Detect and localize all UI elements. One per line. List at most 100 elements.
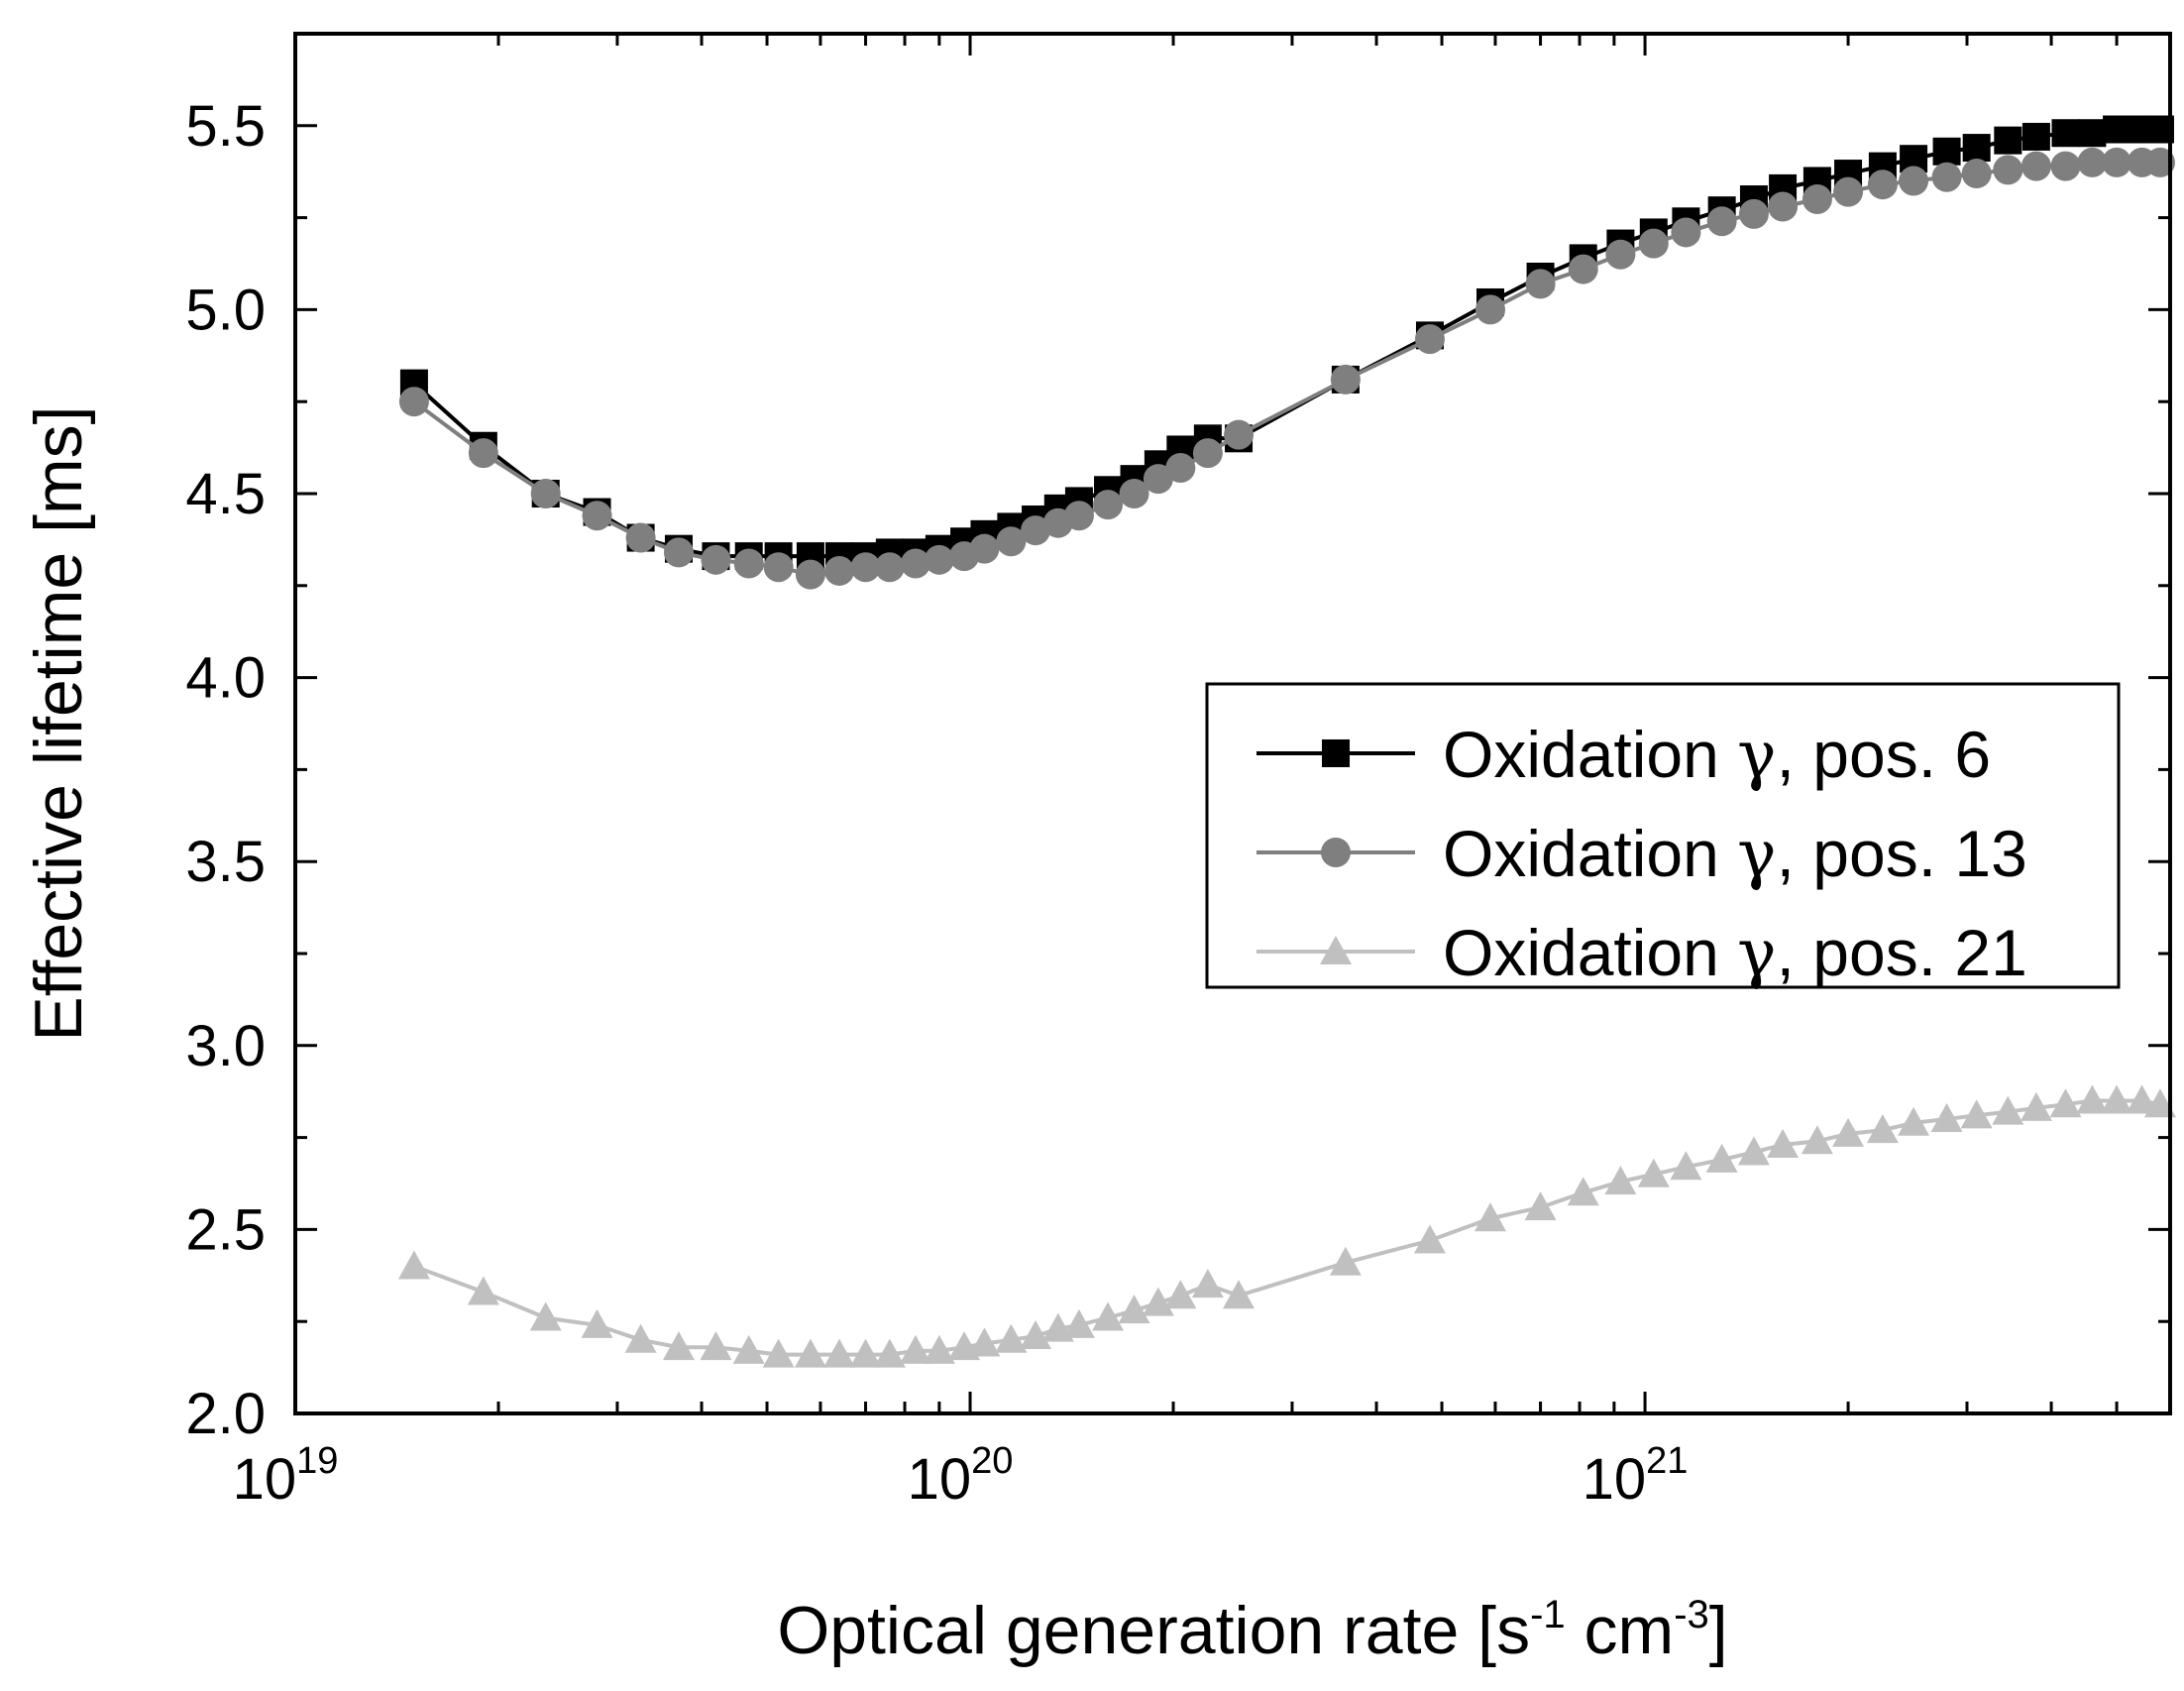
data-point-circle xyxy=(1738,198,1769,229)
data-point-triangle xyxy=(1474,1202,1507,1232)
legend-entry-3: Oxidation γ, pos. 21 xyxy=(1256,915,2027,991)
data-point-circle xyxy=(398,387,429,417)
data-point-triangle xyxy=(899,1334,931,1364)
legend-label-position: , pos. 21 xyxy=(1777,916,2027,989)
series-2 xyxy=(398,147,2175,590)
y-axis-label: Effective lifetime [ms] xyxy=(21,405,96,1041)
data-point-triangle xyxy=(1992,1095,2024,1125)
x-tick-label: 1019 xyxy=(233,1440,339,1512)
data-point-circle xyxy=(1525,269,1556,299)
data-point-square xyxy=(1932,137,1961,166)
data-point-triangle xyxy=(995,1323,1028,1353)
data-point-triangle xyxy=(1930,1103,1963,1133)
data-point-triangle xyxy=(732,1334,765,1364)
legend-label: Oxidation γ, pos. 6 xyxy=(1443,717,1991,793)
data-point-circle xyxy=(1568,254,1598,284)
data-point-triangle xyxy=(1191,1269,1224,1298)
data-point-circle xyxy=(733,548,764,579)
x-tick-label-base: 10 xyxy=(908,1447,972,1512)
data-point-triangle xyxy=(700,1331,732,1361)
data-point-circle xyxy=(1899,166,1929,196)
legend-label-greek: γ xyxy=(1737,915,1776,991)
data-point-circle xyxy=(625,522,656,553)
x-axis-label-mid: cm xyxy=(1566,1593,1675,1668)
data-point-triangle xyxy=(1413,1224,1446,1254)
data-point-triangle xyxy=(581,1308,613,1338)
data-point-circle xyxy=(1414,324,1445,355)
data-point-circle xyxy=(1638,228,1669,259)
data-point-triangle xyxy=(1567,1177,1599,1206)
series-3 xyxy=(397,1084,2176,1368)
data-point-circle xyxy=(2077,147,2108,177)
y-tick-label: 3.0 xyxy=(185,1014,266,1078)
plot-layer xyxy=(397,115,2176,1368)
x-tick-label: 1021 xyxy=(1583,1440,1689,1512)
legend-marker-triangle xyxy=(1320,936,1352,964)
data-point-circle xyxy=(1867,169,1898,200)
data-point-circle xyxy=(663,537,694,568)
data-point-triangle xyxy=(2101,1084,2133,1114)
plot-frame xyxy=(293,32,2172,1415)
data-point-triangle xyxy=(2076,1084,2109,1114)
legend-marker-square xyxy=(1322,739,1350,767)
data-point-triangle xyxy=(823,1338,856,1368)
data-point-triangle xyxy=(2049,1088,2082,1118)
data-point-triangle xyxy=(794,1338,826,1368)
data-point-triangle xyxy=(1164,1280,1197,1309)
data-point-triangle xyxy=(1705,1143,1738,1173)
data-point-triangle xyxy=(1960,1099,1993,1129)
data-point-circle xyxy=(1192,438,1223,469)
legend-label-text: Oxidation xyxy=(1443,916,1737,989)
data-point-circle xyxy=(1021,515,1051,546)
data-point-triangle xyxy=(923,1334,955,1364)
data-point-circle xyxy=(850,552,881,583)
data-point-triangle xyxy=(1898,1106,1930,1136)
x-axis-label-base: Optical generation rate [s xyxy=(777,1593,1530,1668)
data-point-triangle xyxy=(1062,1308,1095,1338)
data-point-triangle xyxy=(1329,1246,1362,1276)
data-point-triangle xyxy=(1737,1136,1770,1166)
data-point-triangle xyxy=(1670,1151,1702,1181)
data-point-circle xyxy=(996,526,1027,557)
data-point-square xyxy=(2078,119,2107,148)
data-point-circle xyxy=(701,544,731,575)
x-tick-label-exponent: 21 xyxy=(1646,1440,1688,1482)
data-point-triangle xyxy=(624,1323,657,1353)
data-point-triangle xyxy=(1767,1129,1800,1159)
data-point-triangle xyxy=(968,1327,1001,1357)
y-tick-label: 5.0 xyxy=(185,278,266,342)
data-point-circle xyxy=(1475,294,1506,325)
data-point-triangle xyxy=(662,1331,695,1361)
x-tick-label-exponent: 19 xyxy=(296,1440,338,1482)
data-point-triangle xyxy=(467,1276,499,1305)
legend-marker-circle xyxy=(1321,838,1351,867)
data-point-circle xyxy=(969,533,1000,564)
data-point-circle xyxy=(530,479,561,508)
data-point-circle xyxy=(874,552,905,583)
legend-label-position: , pos. 6 xyxy=(1777,718,1991,791)
data-point-triangle xyxy=(529,1301,562,1331)
data-point-circle xyxy=(763,552,794,583)
y-tick-label: 3.5 xyxy=(185,830,266,894)
y-tick-label: 2.0 xyxy=(185,1382,266,1446)
data-point-triangle xyxy=(1832,1117,1865,1147)
x-axis-label-end: ] xyxy=(1709,1593,1728,1668)
data-point-triangle xyxy=(1142,1287,1174,1316)
data-point-circle xyxy=(1605,239,1636,270)
data-point-circle xyxy=(1961,159,1992,189)
x-axis-label: Optical generation rate [s-1 cm-3] xyxy=(777,1593,1727,1668)
data-point-circle xyxy=(1768,191,1799,222)
legend-label-text: Oxidation xyxy=(1443,718,1737,791)
data-point-circle xyxy=(1330,364,1361,395)
x-tick-label-base: 10 xyxy=(1583,1447,1647,1512)
data-point-circle xyxy=(1063,501,1094,531)
data-point-triangle xyxy=(873,1338,906,1368)
data-point-circle xyxy=(2020,151,2051,181)
data-point-triangle xyxy=(1524,1191,1557,1221)
data-point-circle xyxy=(1833,176,1864,207)
legend-label-position: , pos. 13 xyxy=(1777,817,2027,890)
data-point-circle xyxy=(795,559,825,590)
legend-entry-2: Oxidation γ, pos. 13 xyxy=(1256,816,2027,892)
